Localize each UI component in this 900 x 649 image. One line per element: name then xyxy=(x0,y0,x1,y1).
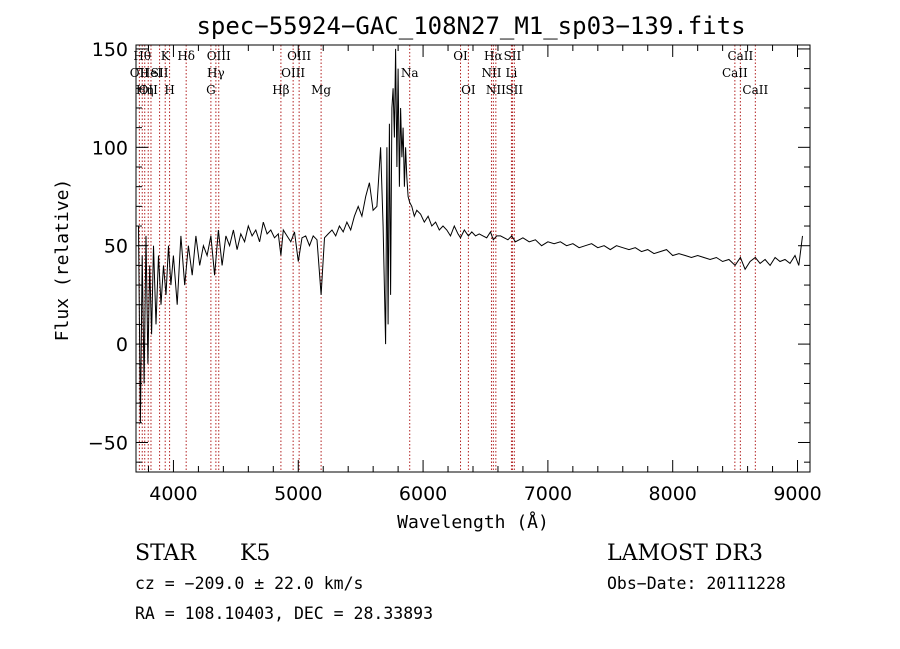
spectral-line-label: Mg xyxy=(311,83,331,97)
sky-coordinates: RA = 108.10403, DEC = 28.33893 xyxy=(135,604,433,623)
redshift-cz: cz = −209.0 ± 22.0 km/s xyxy=(135,574,363,593)
y-tick-label: 100 xyxy=(92,137,128,159)
spectral-line-label: K xyxy=(161,49,171,63)
spectral-line-label: OII xyxy=(130,66,150,80)
spectral-line-label: NII xyxy=(481,66,501,80)
spectral-line-labels: OIIHθHηOIIHeISIIKHHδGHγOIIIHβOIIIOIIIMgN… xyxy=(130,49,769,97)
survey-name: LAMOST DR3 xyxy=(607,541,763,566)
x-tick-label: 7000 xyxy=(524,483,572,505)
y-axis-label: Flux (relative) xyxy=(52,179,73,342)
spectral-line-label: OII xyxy=(139,83,159,97)
spectral-line-label: SII xyxy=(505,83,523,97)
spectral-line-label: OI xyxy=(461,83,476,97)
spectral-line-markers xyxy=(138,45,756,472)
spectral-line-label: SII xyxy=(504,49,522,63)
x-tick-label: 5000 xyxy=(274,483,322,505)
spectral-line-label: OIII xyxy=(287,49,311,63)
spectral-line-label: HeI xyxy=(140,66,163,80)
y-tick-label: 150 xyxy=(92,39,128,61)
y-tick-label: 0 xyxy=(116,334,128,356)
spectral-line-label: Na xyxy=(401,66,419,80)
spectral-line-label: OI xyxy=(453,49,468,63)
spectral-line-label: OIII xyxy=(207,49,231,63)
spectral-line-label: H xyxy=(164,83,174,97)
spectral-line-label: Li xyxy=(506,66,518,80)
spectral-line-label: CaII xyxy=(722,66,748,80)
x-tick-label: 6000 xyxy=(399,483,447,505)
object-subclass: K5 xyxy=(240,541,270,566)
x-axis-label: Wavelength (Å) xyxy=(397,511,549,533)
spectral-line-label: Hη xyxy=(136,83,154,97)
x-tick-label: 9000 xyxy=(773,483,821,505)
spectral-line-label: Hθ xyxy=(133,49,151,63)
spectral-line-label: G xyxy=(206,83,216,97)
spectral-line-label: OIII xyxy=(281,66,305,80)
x-tick-label: 8000 xyxy=(649,483,697,505)
spectral-line-label: Hβ xyxy=(272,83,289,97)
chart-title: spec−55924−GAC_108N27_M1_sp03−139.fits xyxy=(196,12,745,40)
y-tick-label: 50 xyxy=(104,236,128,258)
spectral-line-label: CaII xyxy=(727,49,753,63)
spectral-line-label: CaII xyxy=(742,83,768,97)
spectral-line-label: Hγ xyxy=(207,66,225,80)
y-axis-ticks: −50 0 50 100 150 xyxy=(88,39,810,463)
object-class: STAR xyxy=(135,541,197,566)
x-tick-label: 4000 xyxy=(149,483,197,505)
y-tick-label: −50 xyxy=(88,432,128,454)
spectral-line-label: SII xyxy=(151,66,169,80)
plot-frame xyxy=(135,44,811,473)
spectral-line-label: NII xyxy=(486,83,506,97)
spectral-line-label: Hα xyxy=(484,49,503,63)
spectrum-series-line xyxy=(138,48,803,423)
spectral-line-label: Hδ xyxy=(177,49,195,63)
observation-date: Obs−Date: 20111228 xyxy=(607,574,786,593)
x-axis-ticks: 4000 5000 6000 7000 8000 9000 xyxy=(147,45,822,505)
